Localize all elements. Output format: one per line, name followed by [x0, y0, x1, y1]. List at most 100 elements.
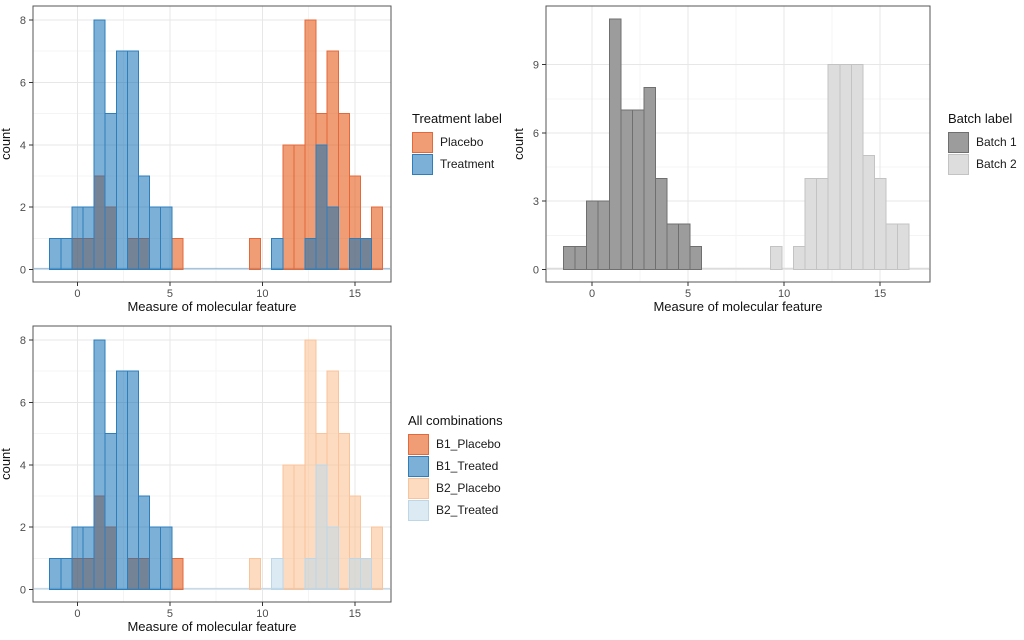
histogram-bar-Treatment — [71, 206, 84, 271]
histogram-bar-Batch 2 — [896, 223, 910, 270]
histogram-bar-Batch 1 — [562, 246, 576, 270]
histogram-bar-Treatment — [304, 237, 317, 271]
histogram-bar-Placebo — [293, 144, 306, 271]
y-tick-label: 0 — [20, 265, 26, 277]
histogram-bar-Placebo — [248, 237, 262, 271]
histogram-bar-Batch 2 — [793, 246, 806, 270]
histogram-bar-B1_Treated — [93, 339, 106, 591]
histogram-bar-Batch 2 — [862, 155, 875, 270]
x-tick-label: 5 — [167, 288, 173, 300]
histogram-bar-Batch 2 — [850, 64, 864, 270]
x-tick-label: 0 — [74, 288, 80, 300]
legend-combinations: All combinations B1_Placebo B1_Treated B2_… — [408, 413, 503, 521]
x-tick-label: 0 — [74, 608, 80, 620]
legend-title-combinations: All combinations — [408, 413, 503, 428]
histogram-bar-Batch 1 — [643, 86, 656, 270]
histogram-bar-B2_Placebo — [248, 557, 262, 591]
histogram-bar-B1_Treated — [60, 557, 73, 591]
legend-item-Batch 1: Batch 1 — [948, 131, 1017, 153]
histogram-bar-B1_Treated — [104, 433, 117, 591]
legend-item-Batch 2: Batch 2 — [948, 153, 1017, 175]
legend-item-B2_Treated: B2_Treated — [408, 499, 503, 521]
histogram-bar-B2_Treated — [271, 557, 284, 591]
histogram-bar-B2_Treated — [348, 557, 361, 591]
histogram-bar-B2_Treated — [359, 557, 373, 591]
x-tick-label: 15 — [874, 288, 886, 300]
histogram-bar-Placebo — [371, 206, 384, 271]
histogram-bar-Placebo — [337, 113, 350, 271]
legend-treatment: Treatment label Placebo Treatment — [412, 111, 502, 175]
legend-title-treatment: Treatment label — [412, 111, 502, 126]
legend-item-B1_Treated: B1_Treated — [408, 455, 503, 477]
histogram-bar-Treatment — [315, 144, 328, 271]
legend-title-batch: Batch label — [948, 111, 1013, 126]
legend-item-label: Batch 2 — [976, 157, 1017, 171]
histogram-bar-Treatment — [348, 237, 361, 271]
y-tick-label: 4 — [20, 140, 26, 152]
histogram-bar-Treatment — [149, 206, 162, 271]
histogram-bar-Treatment — [82, 206, 95, 271]
y-axis-title: count — [0, 448, 13, 480]
x-tick-label: 15 — [349, 608, 361, 620]
x-tick-label: 0 — [589, 288, 595, 300]
x-tick-label: 10 — [778, 288, 790, 300]
legend-swatch-B2_Treated — [408, 499, 429, 521]
histogram-bar-Treatment — [60, 237, 73, 271]
histogram-bar-Batch 1 — [608, 18, 622, 270]
histogram-bar-Batch 1 — [620, 109, 633, 270]
legend-item-Treatment: Treatment — [412, 153, 502, 175]
legend-item-label: Placebo — [440, 135, 484, 149]
legend-swatch-B1_Placebo — [408, 433, 429, 455]
histogram-bar-B1_Placebo — [171, 557, 184, 591]
y-tick-label: 8 — [20, 335, 26, 347]
x-tick-label: 5 — [685, 288, 691, 300]
histogram-bar-B2_Treated — [315, 464, 328, 591]
histogram-bar-B1_Treated — [71, 526, 84, 591]
legend-swatch-B2_Placebo — [408, 477, 429, 499]
histogram-bar-B1_Treated — [82, 526, 95, 591]
histogram-bar-B2_Treated — [326, 526, 339, 591]
y-axis-title: count — [511, 128, 526, 160]
histogram-bar-Batch 1 — [677, 223, 691, 270]
histogram-bar-Batch 2 — [873, 177, 887, 270]
plot-by-treatment: 0 5 10 15 0 2 4 6 8 Measure of molecular feature c… — [0, 5, 392, 314]
y-axis-title: count — [0, 128, 13, 160]
histogram-bar-B2_Placebo — [293, 464, 306, 591]
y-tick-label: 8 — [20, 15, 26, 27]
y-tick-label: 0 — [533, 264, 539, 276]
histogram-bar-Treatment — [115, 50, 128, 271]
y-tick-label: 6 — [20, 397, 26, 409]
histogram-bar-Batch 1 — [585, 200, 599, 270]
x-tick-label: 15 — [349, 288, 361, 300]
legend-item-B1_Placebo: B1_Placebo — [408, 433, 503, 455]
histogram-bar-B1_Treated — [137, 495, 151, 591]
y-tick-label: 6 — [20, 77, 26, 89]
legend-swatch-Treatment — [412, 153, 433, 175]
legend-swatch-B1_Treated — [408, 455, 429, 477]
legend-swatch-Batch 2 — [948, 153, 969, 175]
histogram-bar-Treatment — [326, 206, 339, 271]
legend-item-label: B2_Placebo — [436, 481, 501, 495]
legend-item-Placebo: Placebo — [412, 131, 502, 153]
histogram-bar-Treatment — [49, 237, 62, 271]
histogram-bar-B1_Treated — [115, 370, 128, 591]
x-axis-title: Measure of molecular feature — [127, 619, 296, 634]
panel-border — [545, 5, 931, 283]
histogram-bar-Placebo — [171, 237, 184, 271]
legend-swatch-Batch 1 — [948, 131, 969, 153]
y-tick-label: 9 — [533, 60, 539, 72]
legend-item-label: Treatment — [440, 157, 495, 171]
histogram-bar-Placebo — [304, 19, 317, 271]
x-tick-label: 5 — [167, 608, 173, 620]
legend-item-label: B2_Treated — [436, 503, 499, 517]
panel-border — [32, 325, 392, 603]
y-tick-label: 0 — [20, 585, 26, 597]
legend-swatch-Placebo — [412, 131, 433, 153]
y-tick-label: 2 — [20, 522, 26, 534]
histogram-bar-Placebo — [282, 144, 295, 271]
x-tick-label: 10 — [256, 288, 268, 300]
legend-item-label: Batch 1 — [976, 135, 1017, 149]
histogram-bar-Batch 2 — [770, 246, 783, 270]
histogram-bar-Batch 1 — [666, 223, 679, 270]
histogram-bar-Treatment — [126, 50, 139, 271]
